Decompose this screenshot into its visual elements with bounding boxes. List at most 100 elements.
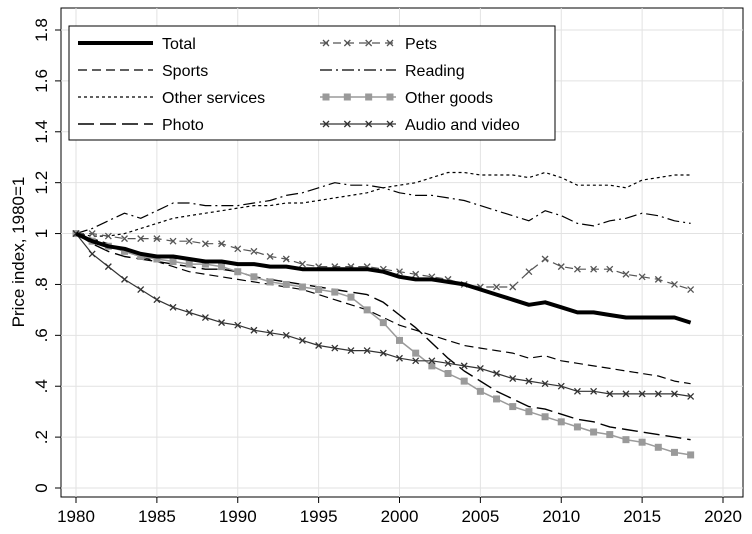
data-point-pets [137, 235, 145, 243]
data-point-audio-and-video [687, 392, 695, 400]
legend-entry-pets: Pets [320, 36, 437, 53]
legend-label: Pets [405, 36, 437, 53]
x-tick-label: 1980 [57, 507, 95, 526]
data-point-other-goods [638, 438, 646, 446]
legend-marker [386, 39, 394, 47]
data-point-other-goods [201, 260, 209, 268]
data-point-audio-and-video [104, 263, 112, 271]
series-photo [75, 233, 691, 441]
data-point-other-goods [525, 408, 533, 416]
y-tick-label: .2 [32, 430, 51, 444]
legend-label: Sports [162, 63, 208, 80]
data-point-audio-and-video [671, 390, 678, 398]
legend-marker [322, 39, 330, 47]
y-tick-label: .6 [32, 328, 51, 342]
data-point-audio-and-video [493, 370, 501, 377]
data-point-audio-and-video [379, 349, 387, 357]
data-point-pets [104, 232, 112, 240]
data-point-audio-and-video [298, 336, 306, 344]
y-tick-label: 1.2 [32, 171, 51, 195]
data-point-pets [541, 255, 549, 263]
y-tick-label: 1.8 [32, 18, 51, 42]
data-point-other-goods [493, 395, 501, 403]
x-tick-label: 2015 [623, 507, 661, 526]
series-line-sports [75, 233, 691, 385]
legend-entry-reading: Reading [320, 63, 465, 80]
data-point-other-goods [460, 377, 468, 385]
data-point-pets [525, 268, 533, 276]
legend-entry-other-goods: Other goods [320, 90, 493, 107]
data-point-pets [573, 265, 581, 273]
data-point-other-goods [654, 443, 662, 451]
legend-entry-total: Total [78, 36, 196, 53]
series-line-total [75, 231, 692, 325]
data-point-pets [121, 235, 128, 243]
legend-marker [365, 39, 373, 47]
data-point-pets [250, 247, 258, 255]
data-point-other-goods [379, 319, 387, 327]
series-reading [75, 182, 691, 235]
data-point-other-goods [557, 418, 565, 426]
data-point-pets [622, 270, 630, 278]
data-point-audio-and-video [282, 331, 290, 339]
legend-marker [322, 120, 330, 128]
data-point-audio-and-video [218, 319, 226, 327]
series-sports [75, 233, 691, 385]
y-tick-label: 1.6 [32, 69, 51, 93]
y-tick-label: .8 [32, 277, 51, 291]
data-point-audio-and-video [412, 357, 420, 365]
legend-marker [343, 120, 351, 128]
legend-marker [322, 93, 330, 101]
data-point-pets [266, 252, 274, 260]
data-point-other-goods [347, 293, 355, 301]
legend-marker [386, 93, 394, 101]
y-tick-label: .4 [32, 379, 51, 393]
data-point-audio-and-video [573, 387, 581, 395]
data-point-audio-and-video [476, 364, 484, 372]
legend-entry-other-services: Other services [78, 90, 265, 107]
legend: Total Pets Sports Reading Other services Othe… [68, 25, 556, 141]
series-line-photo [75, 233, 691, 441]
data-point-other-goods [444, 370, 452, 377]
data-point-pets [185, 237, 193, 245]
data-point-other-goods [153, 255, 161, 263]
data-point-other-goods [250, 273, 258, 281]
data-point-audio-and-video [250, 326, 258, 334]
data-point-other-goods [331, 288, 339, 296]
data-point-audio-and-video [622, 390, 630, 398]
legend-label: Photo [162, 117, 204, 134]
data-point-audio-and-video [606, 390, 614, 398]
data-point-other-goods [687, 451, 695, 459]
data-point-audio-and-video [169, 303, 177, 311]
legend-label: Other services [162, 90, 265, 107]
data-point-audio-and-video [654, 390, 662, 398]
data-point-other-goods [573, 423, 581, 431]
y-tick-label: 1 [32, 229, 51, 238]
data-point-pets [509, 283, 517, 291]
x-tick-label: 2020 [704, 507, 742, 526]
data-point-audio-and-video [541, 380, 549, 388]
data-point-audio-and-video [153, 296, 161, 304]
data-point-other-goods [622, 436, 630, 444]
legend-marker [343, 93, 351, 101]
legend-entry-photo: Photo [78, 117, 204, 134]
data-point-other-goods [121, 247, 129, 255]
data-point-other-goods [266, 278, 274, 286]
data-point-audio-and-video [331, 344, 339, 352]
data-point-other-goods [185, 260, 193, 268]
y-axis-label: Price index, 1980=1 [9, 177, 28, 328]
data-point-audio-and-video [234, 321, 242, 329]
legend-label: Reading [405, 63, 465, 80]
data-point-other-goods [315, 286, 323, 294]
data-point-other-goods [169, 258, 177, 266]
data-point-pets [396, 268, 403, 276]
legend-marker [343, 39, 351, 47]
data-point-other-goods [363, 306, 371, 314]
data-point-other-goods [282, 280, 290, 288]
series-audio-and-video [72, 230, 695, 400]
data-point-audio-and-video [590, 387, 598, 395]
data-point-other-goods [590, 428, 598, 436]
data-point-audio-and-video [121, 275, 128, 283]
data-point-pets [557, 263, 565, 271]
x-tick-label: 1990 [219, 507, 257, 526]
